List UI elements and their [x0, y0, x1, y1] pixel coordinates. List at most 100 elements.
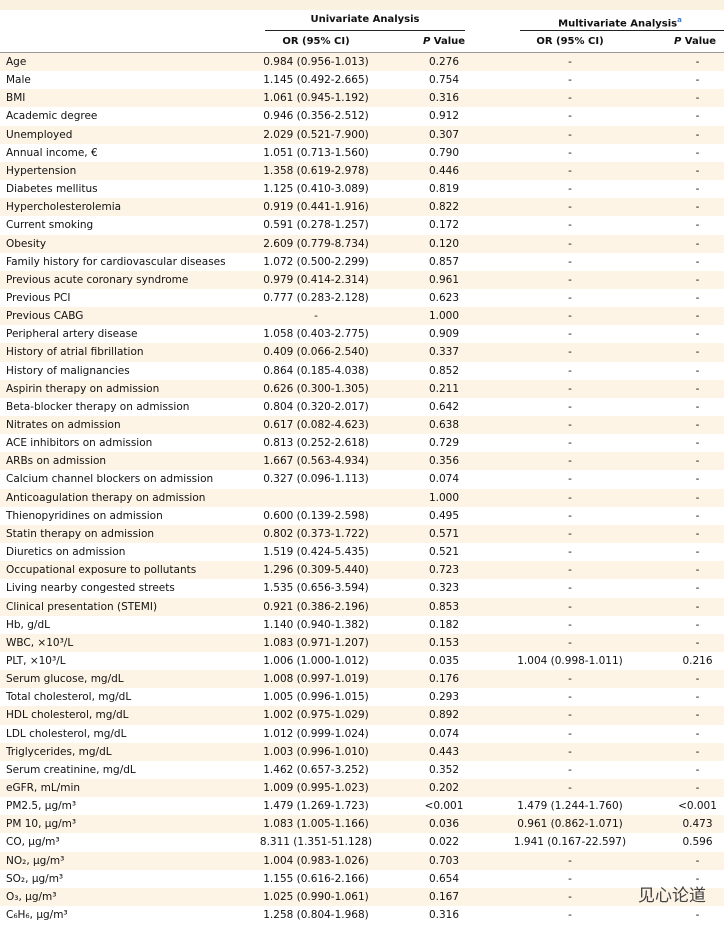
- multivariate-p: -: [695, 164, 700, 177]
- univariate-or: 0.409 (0.066-2.540): [263, 346, 369, 359]
- multivariate-or: -: [568, 890, 572, 903]
- row-label: Total cholesterol, mg/dL: [6, 691, 132, 704]
- multivariate-p: -: [695, 909, 700, 922]
- multivariate-or: -: [568, 582, 572, 595]
- multivariate-or: -: [568, 183, 572, 196]
- row-label: Previous PCI: [6, 291, 71, 304]
- row-label: Statin therapy on admission: [6, 527, 155, 540]
- univariate-p: 0.172: [428, 219, 460, 232]
- multivariate-or: 1.941 (0.167-22.597): [513, 836, 627, 849]
- table-row: Aspirin therapy on admission 0.626 (0.300…: [0, 379, 724, 398]
- univariate-p: 0.352: [428, 763, 460, 776]
- row-label: Calcium channel blockers on admission: [6, 473, 214, 486]
- multivariate-p: -: [695, 364, 700, 377]
- group-header: Multivariate Analysisa: [520, 11, 720, 33]
- univariate-or: 1.535 (0.656-3.594): [263, 582, 369, 595]
- univariate-p: 0.852: [428, 364, 460, 377]
- multivariate-or: -: [568, 346, 572, 359]
- table-row: ARBs on admission 1.667 (0.563-4.934) 0.35…: [0, 452, 724, 471]
- univariate-or: 1.061 (0.945-1.192): [263, 92, 369, 105]
- multivariate-p: -: [695, 183, 700, 196]
- multivariate-or: -: [568, 600, 572, 613]
- univariate-or: 0.864 (0.185-4.038): [263, 364, 369, 377]
- univariate-p: 0.356: [428, 455, 460, 468]
- row-label: Living nearby congested streets: [6, 582, 175, 595]
- univariate-p: 0.074: [428, 473, 460, 486]
- multivariate-p: -: [695, 455, 700, 468]
- univariate-p: 0.857: [428, 255, 460, 268]
- multivariate-p: -: [695, 219, 700, 232]
- multivariate-or: -: [568, 273, 572, 286]
- column-header: P Value: [404, 33, 484, 51]
- multivariate-p: -: [695, 56, 700, 68]
- univariate-p: 0.853: [428, 600, 460, 613]
- multivariate-p: -: [695, 491, 700, 504]
- univariate-or: 1.009 (0.995-1.023): [263, 782, 369, 794]
- univariate-or: 0.591 (0.278-1.257): [263, 219, 369, 232]
- row-label: Aspirin therapy on admission: [6, 382, 160, 395]
- univariate-p: <0.001: [424, 800, 464, 813]
- multivariate-or: -: [568, 618, 572, 631]
- column-header: OR (95% CI): [282, 36, 350, 47]
- multivariate-p: -: [695, 400, 700, 413]
- univariate-p: 0.754: [428, 74, 460, 87]
- row-label: Thienopyridines on admission: [6, 509, 163, 522]
- top-band: [0, 0, 724, 10]
- row-label: PLT, ×10³/L: [6, 654, 66, 667]
- multivariate-p: -: [695, 419, 700, 431]
- table-row: Anticoagulation therapy on admission 1.00…: [0, 488, 724, 507]
- table-row: Beta-blocker therapy on admission 0.804 (…: [0, 398, 724, 416]
- table-row: ACE inhibitors on admission 0.813 (0.252-…: [0, 434, 724, 452]
- univariate-p: 0.654: [428, 872, 460, 885]
- multivariate-p: -: [695, 92, 700, 105]
- univariate-p: 0.167: [428, 890, 460, 903]
- univariate-or: 1.667 (0.563-4.934): [263, 455, 369, 468]
- multivariate-p: -: [695, 346, 700, 359]
- multivariate-or: -: [568, 509, 572, 522]
- multivariate-or: -: [568, 691, 572, 704]
- multivariate-or: -: [568, 146, 572, 159]
- table-row: Male 1.145 (0.492-2.665) 0.754 - -: [0, 71, 724, 89]
- row-label: Age: [6, 56, 27, 68]
- multivariate-p: -: [695, 146, 700, 159]
- multivariate-p: -: [695, 782, 700, 794]
- table-row: CO, μg/m³ 8.311 (1.351-51.128) 0.022 1.941 …: [0, 833, 724, 851]
- univariate-or: 0.984 (0.956-1.013): [263, 56, 369, 68]
- univariate-or: 0.813 (0.252-2.618): [263, 437, 369, 450]
- table-row: Serum glucose, mg/dL 1.008 (0.997-1.019) 0…: [0, 670, 724, 689]
- table-row: Annual income, € 1.051 (0.713-1.560) 0.790…: [0, 144, 724, 162]
- univariate-p: 0.723: [428, 564, 460, 577]
- table-row: Serum creatinine, mg/dL 1.462 (0.657-3.25…: [0, 761, 724, 779]
- multivariate-p: -: [695, 564, 700, 577]
- univariate-p: 0.495: [428, 509, 460, 522]
- multivariate-or: -: [568, 709, 572, 722]
- table-row: NO₂, μg/m³ 1.004 (0.983-1.026) 0.703 - -: [0, 851, 724, 870]
- table-row: Living nearby congested streets 1.535 (0.…: [0, 579, 724, 597]
- multivariate-or: -: [568, 56, 572, 68]
- univariate-p: 0.276: [428, 56, 460, 68]
- row-label: Unemployed: [6, 128, 73, 141]
- row-label: CO, μg/m³: [6, 836, 60, 849]
- row-label: Diuretics on admission: [6, 546, 126, 559]
- univariate-or: 1.006 (1.000-1.012): [263, 654, 369, 667]
- multivariate-or: 0.961 (0.862-1.071): [517, 818, 623, 831]
- univariate-or: 1.258 (0.804-1.968): [263, 909, 369, 922]
- univariate-or: 8.311 (1.351-51.128): [259, 836, 373, 849]
- row-label: BMI: [6, 92, 26, 105]
- multivariate-or: -: [568, 400, 572, 413]
- row-label: ACE inhibitors on admission: [6, 437, 153, 450]
- univariate-p: 0.153: [428, 636, 460, 649]
- column-header: OR (95% CI): [536, 36, 604, 47]
- row-label: LDL cholesterol, mg/dL: [6, 727, 127, 740]
- univariate-p: 0.638: [428, 419, 460, 431]
- table-row: Total cholesterol, mg/dL 1.005 (0.996-1.0…: [0, 688, 724, 706]
- univariate-or: 1.058 (0.403-2.775): [263, 328, 369, 341]
- multivariate-p: 0.473: [682, 818, 713, 831]
- row-label: Clinical presentation (STEMI): [6, 600, 158, 613]
- multivariate-or: 1.479 (1.244-1.760): [517, 800, 623, 813]
- multivariate-p: -: [695, 709, 700, 722]
- row-label: Family history for cardiovascular diseas…: [6, 255, 226, 268]
- univariate-or: 1.155 (0.616-2.166): [263, 872, 369, 885]
- multivariate-or: -: [568, 546, 572, 559]
- multivariate-or: -: [568, 419, 572, 431]
